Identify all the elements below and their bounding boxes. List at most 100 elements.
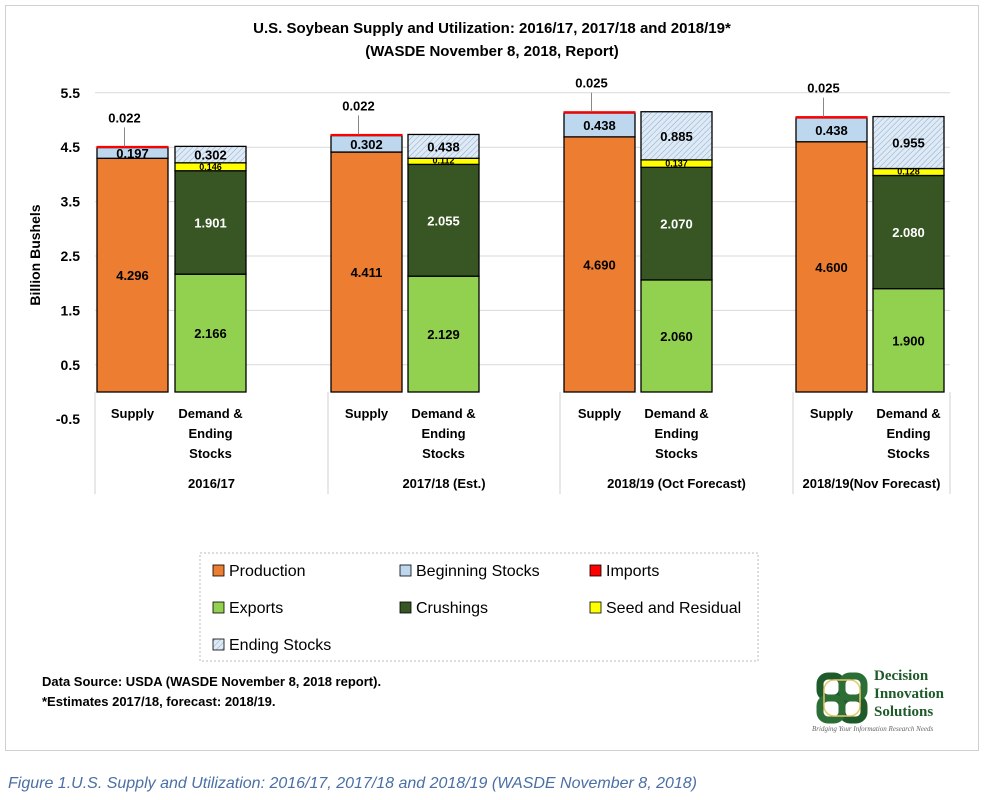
bar-production — [563, 136, 636, 393]
y-tick-label: 2.5 — [61, 248, 81, 264]
data-label: 0.146 — [199, 162, 222, 172]
logo: Decision Innovation Solutions Bridging Y… — [808, 666, 968, 736]
bar-ending-stocks — [407, 133, 480, 159]
bar-imports — [330, 133, 403, 137]
bar-exports — [407, 275, 480, 393]
data-label: 2.166 — [194, 326, 227, 341]
data-label: 2.055 — [427, 213, 460, 228]
data-label: 0.885 — [660, 129, 693, 144]
legend-swatch — [589, 601, 602, 614]
x-sub-label: Demand & — [644, 406, 708, 421]
data-label: 2.080 — [892, 225, 925, 240]
y-tick-label: 0.5 — [61, 357, 81, 373]
x-sub-label: Supply — [810, 406, 854, 421]
data-label: 2.129 — [427, 327, 460, 342]
legend-label: Beginning Stocks — [416, 563, 540, 580]
x-sub-label: Demand & — [178, 406, 242, 421]
data-label: 0.022 — [342, 98, 375, 113]
chart: U.S. Soybean Supply and Utilization: 201… — [27, 20, 951, 662]
bar-exports — [872, 287, 945, 393]
chart-subtitle: (WASDE November 8, 2018, Report) — [365, 43, 618, 60]
x-group-label: 2018/19(Nov Forecast) — [802, 476, 940, 491]
x-sub-label: Ending — [188, 426, 232, 441]
y-tick-label: 1.5 — [61, 302, 81, 318]
x-sub-label: Demand & — [876, 406, 940, 421]
logo-line: Solutions — [874, 704, 934, 720]
figure-caption: Figure 1.U.S. Supply and Utilization: 20… — [8, 775, 698, 792]
legend-swatch — [212, 638, 225, 651]
data-label: 1.901 — [194, 215, 227, 230]
x-group-label: 2017/18 (Est.) — [402, 476, 485, 491]
x-sub-label: Ending — [886, 426, 930, 441]
data-label: 2.060 — [660, 329, 693, 344]
logo-line: Innovation — [874, 686, 945, 702]
data-label: 0.438 — [815, 123, 848, 138]
legend-swatch — [399, 601, 412, 614]
x-sub-label: Stocks — [422, 446, 465, 461]
y-tick-label: -0.5 — [56, 411, 80, 427]
x-sub-label: Demand & — [411, 406, 475, 421]
bar-ending-stocks — [174, 145, 247, 164]
legend-swatch — [589, 564, 602, 577]
data-label: 0.025 — [575, 76, 608, 91]
bar-crushings — [174, 170, 247, 275]
logo-line: Decision — [874, 668, 929, 684]
data-label: 0.137 — [665, 158, 688, 168]
data-label: 0.197 — [116, 146, 149, 161]
data-label: 4.411 — [351, 265, 383, 280]
bar-production — [330, 151, 403, 393]
legend-swatch — [212, 564, 225, 577]
chart-title: U.S. Soybean Supply and Utilization: 201… — [253, 20, 731, 37]
legend-label: Seed and Residual — [606, 600, 741, 617]
x-sub-label: Supply — [111, 406, 155, 421]
x-sub-label: Stocks — [655, 446, 698, 461]
data-label: 0.025 — [807, 81, 840, 96]
bar-exports — [174, 273, 247, 393]
legend-label: Production — [229, 563, 306, 580]
bar-imports — [795, 116, 868, 119]
data-source-note: Data Source: USDA (WASDE November 8, 201… — [42, 674, 382, 689]
x-group-label: 2016/17 — [188, 476, 235, 491]
legend-label: Exports — [229, 600, 283, 617]
legend-box — [199, 552, 759, 662]
logo-tagline: Bridging Your Information Research Needs — [812, 725, 934, 733]
y-tick-label: 4.5 — [61, 139, 81, 155]
estimates-note: *Estimates 2017/18, forecast: 2018/19. — [42, 694, 276, 709]
x-sub-label: Ending — [654, 426, 698, 441]
data-label: 4.296 — [116, 268, 149, 283]
x-sub-label: Supply — [345, 406, 389, 421]
legend-swatch — [212, 601, 225, 614]
data-label: 0.302 — [350, 137, 383, 152]
legend-label: Crushings — [416, 600, 488, 617]
x-group-label: 2018/19 (Oct Forecast) — [607, 476, 746, 491]
x-sub-label: Stocks — [189, 446, 232, 461]
legend-label: Imports — [606, 563, 659, 580]
bar-production — [795, 141, 868, 393]
bar-imports — [563, 111, 636, 114]
bar-crushings — [640, 166, 713, 281]
data-label: 0.128 — [897, 166, 920, 176]
y-axis-label: Billion Bushels — [27, 204, 43, 305]
data-label: 4.690 — [583, 257, 616, 272]
data-label: 2.070 — [660, 217, 693, 232]
data-label: 0.438 — [427, 139, 460, 154]
data-label: 4.600 — [815, 260, 848, 275]
x-sub-label: Stocks — [887, 446, 930, 461]
data-label: 0.112 — [432, 155, 454, 165]
data-label: 0.302 — [194, 148, 227, 163]
bar-ending-stocks — [872, 115, 945, 170]
legend-swatch — [399, 564, 412, 577]
bar-crushings — [407, 163, 480, 277]
legend-label: Ending Stocks — [229, 637, 331, 654]
y-tick-label: 3.5 — [61, 194, 81, 210]
data-label: 1.900 — [892, 333, 925, 348]
data-label: 0.438 — [583, 118, 616, 133]
data-label: 0.022 — [108, 110, 141, 125]
logo-knot-icon — [816, 672, 868, 724]
bar-exports — [640, 279, 713, 393]
y-tick-label: 5.5 — [61, 85, 81, 101]
data-label: 0.955 — [892, 136, 925, 151]
x-sub-label: Ending — [421, 426, 465, 441]
bar-imports — [96, 145, 169, 149]
x-sub-label: Supply — [578, 406, 622, 421]
